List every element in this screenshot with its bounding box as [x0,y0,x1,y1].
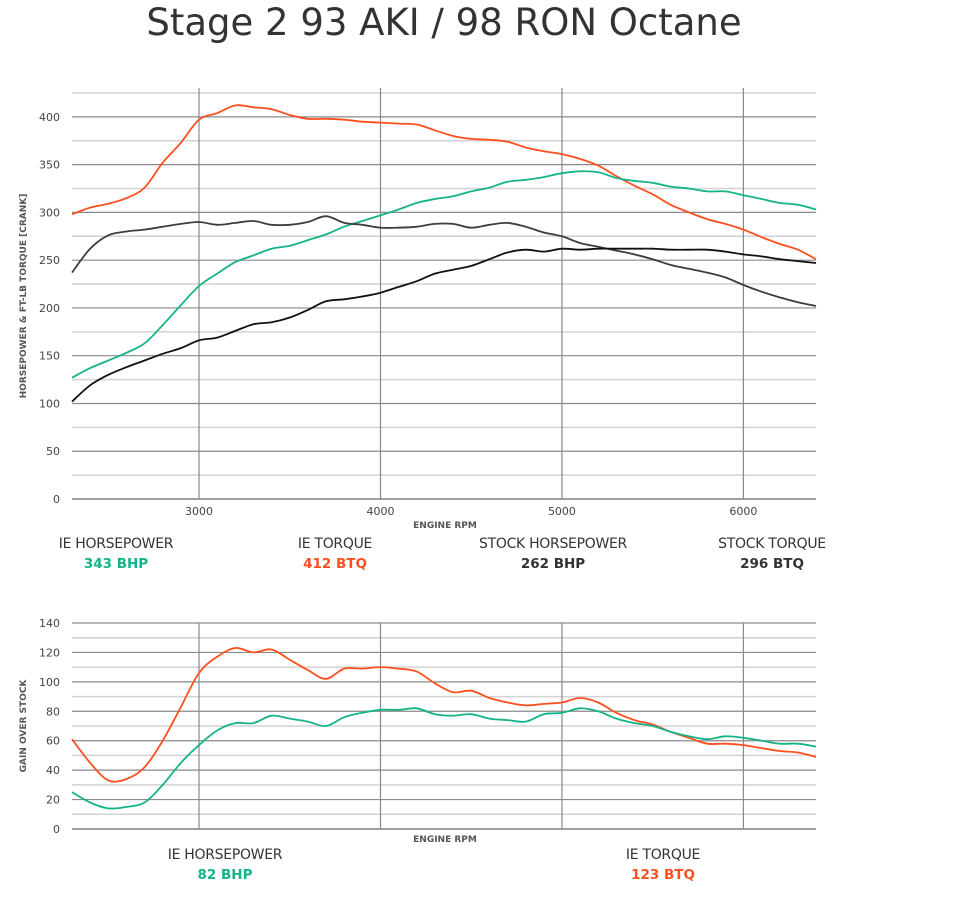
y-tick-label: 0 [53,493,60,506]
y-tick-label: 80 [46,705,60,718]
legend-value: 296 BTQ [740,556,804,572]
main-dyno-chart: 0 50 100 150 200 250 300 350 400 3000 4000 5000 6000… [19,88,817,531]
legend-stock-horsepower: STOCK HORSEPOWER 262 BHP [443,536,663,572]
y-axis-label: GAIN OVER STOCK [19,679,29,773]
legend-label: STOCK HORSEPOWER [479,536,627,552]
x-axis-label: ENGINE RPM [413,521,477,531]
y-tick-label: 140 [39,617,60,630]
gain-legend-ie-horsepower: IE HORSEPOWER 82 BHP [115,847,335,883]
series-line-stock-torque [71,215,817,307]
legend-label: STOCK TORQUE [718,536,826,552]
series-line-stock-horsepower [71,247,817,403]
series-line-ie-torque [71,104,817,260]
legend-label: IE TORQUE [297,536,373,552]
y-tick-label: 350 [39,159,60,172]
y-tick-label: 20 [46,794,60,807]
y-axis-label: HORSEPOWER & FT-LB TORQUE [CRANK] [19,194,29,399]
y-tick-label: 40 [46,764,60,777]
x-tick-label: 6000 [729,505,757,518]
x-axis-label: ENGINE RPM [413,835,477,845]
legend-ie-torque: IE TORQUE 412 BTQ [225,536,445,572]
legend-label: IE TORQUE [625,847,701,863]
y-tick-label: 100 [39,676,60,689]
x-tick-label: 5000 [548,505,576,518]
series-line-ie-horsepower [71,707,817,810]
legend-value: 82 BHP [197,867,253,883]
legend-label: IE HORSEPOWER [167,847,283,863]
y-tick-label: 150 [39,350,60,363]
y-tick-label: 0 [53,823,60,836]
series-line-ie-torque [71,647,817,783]
legend-label: IE HORSEPOWER [58,536,174,552]
x-tick-label: 4000 [366,505,394,518]
y-tick-label: 50 [46,445,60,458]
gain-legend-ie-torque: IE TORQUE 123 BTQ [553,847,773,883]
y-tick-label: 60 [46,735,60,748]
y-tick-label: 100 [39,397,60,410]
legend-stock-torque: STOCK TORQUE 296 BTQ [662,536,882,572]
legend-value: 262 BHP [520,556,586,572]
legend-value: 343 BHP [83,556,149,572]
y-tick-label: 250 [39,254,60,267]
y-tick-label: 300 [39,206,60,219]
series-line-ie-horsepower [71,170,817,379]
gain-chart: 0 20 40 60 80 100 120 140 ENGINE RPM GAIN OVER ST… [19,617,817,845]
legend-value: 123 BTQ [631,867,695,883]
y-tick-label: 200 [39,302,60,315]
x-tick-label: 3000 [185,505,213,518]
y-tick-label: 120 [39,646,60,659]
chart-title: Stage 2 93 AKI / 98 RON Octane [146,1,742,44]
legend-ie-horsepower: IE HORSEPOWER 343 BHP [6,536,226,572]
y-tick-label: 400 [39,111,60,124]
legend-value: 412 BTQ [303,556,367,572]
